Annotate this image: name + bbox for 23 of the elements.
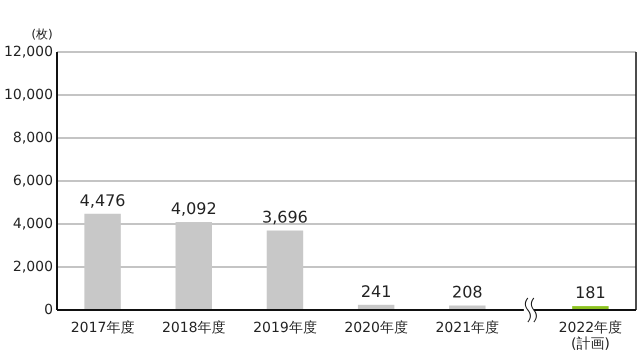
y-tick-label: 12,000 bbox=[4, 44, 53, 60]
bar bbox=[176, 222, 212, 310]
x-tick-label: 2017年度 bbox=[70, 320, 134, 336]
data-label: 181 bbox=[575, 283, 606, 302]
bar bbox=[266, 230, 304, 310]
x-tick-label: 2022年度 (計画) bbox=[558, 320, 622, 352]
x-tick-label: 2020年度 bbox=[344, 320, 408, 336]
y-tick-label: 2,000 bbox=[12, 259, 53, 275]
y-tick-label: 6,000 bbox=[12, 173, 53, 189]
bar bbox=[84, 214, 121, 310]
y-tick-label: 4,000 bbox=[12, 216, 53, 232]
data-label: 241 bbox=[360, 282, 392, 301]
data-label: 4,092 bbox=[170, 199, 217, 218]
x-tick-label: 2018年度 bbox=[162, 320, 226, 336]
y-axis-title: (枚) bbox=[31, 27, 53, 41]
x-tick-label: 2019年度 bbox=[253, 320, 317, 336]
y-tick-label: 8,000 bbox=[12, 130, 53, 146]
x-tick-label: 2021年度 bbox=[435, 320, 500, 336]
y-tick-label: 0 bbox=[44, 302, 53, 318]
data-label: 4,476 bbox=[80, 190, 126, 210]
data-label: 3,696 bbox=[262, 208, 308, 227]
data-label: 208 bbox=[452, 282, 483, 302]
y-tick-label: 10,000 bbox=[4, 87, 53, 103]
